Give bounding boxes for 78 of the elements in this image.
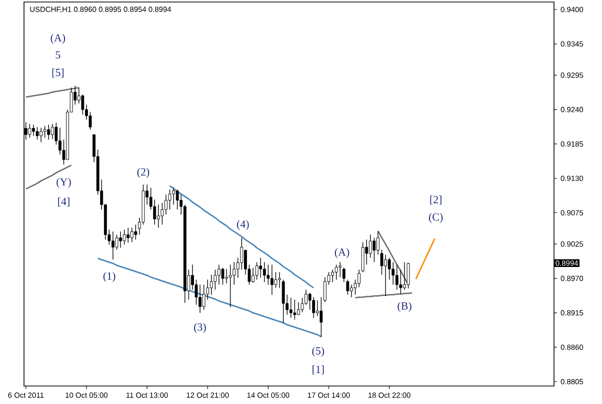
- candlestick: [122, 229, 126, 246]
- candlestick: [338, 262, 342, 278]
- candlestick: [156, 204, 160, 228]
- candlestick: [214, 269, 217, 290]
- annotation: [1]: [312, 365, 324, 374]
- candlestick: [346, 279, 350, 296]
- annotation: (A): [50, 34, 66, 44]
- candlestick: [210, 274, 213, 296]
- candlestick: [388, 257, 391, 280]
- candlestick: [350, 284, 353, 298]
- candlestick: [293, 299, 296, 320]
- annotation: (3): [194, 323, 206, 333]
- candlestick: [126, 227, 130, 244]
- candlestick: [47, 124, 50, 140]
- candlestick: [160, 202, 164, 225]
- candlestick: [395, 264, 398, 290]
- annotation: (B): [398, 302, 412, 312]
- candlestick: [312, 296, 316, 318]
- candlestick: [232, 262, 236, 286]
- annotation: [2]: [430, 196, 442, 205]
- candlestick: [259, 257, 262, 278]
- candlestick: [36, 126, 39, 140]
- candlestick: [274, 272, 278, 288]
- candlestick: [399, 269, 402, 294]
- candlestick: [153, 199, 156, 225]
- candlestick: [324, 276, 326, 303]
- annotation: [5]: [52, 68, 64, 78]
- candlestick: [81, 94, 84, 115]
- candlestick: [270, 264, 274, 296]
- candlestick: [262, 262, 266, 283]
- candlestick: [384, 254, 388, 296]
- candlestick: [32, 124, 35, 136]
- candlestick: [358, 269, 361, 288]
- candlestick: [368, 234, 372, 258]
- annotation: (5): [312, 346, 324, 357]
- candlestick: [252, 267, 255, 284]
- candlestick: [278, 272, 282, 288]
- candlestick: [112, 231, 114, 260]
- candlestick: [225, 268, 228, 284]
- candlestick: [28, 124, 32, 138]
- candlestick: [119, 231, 122, 248]
- annotation: (Y): [56, 178, 71, 188]
- candlestick: [392, 262, 395, 286]
- candlestick: [134, 224, 138, 240]
- candlestick: [403, 262, 406, 290]
- candlestick: [308, 292, 312, 310]
- candlestick: [40, 127, 42, 142]
- candlestick: [198, 284, 202, 314]
- candlestick: [289, 297, 292, 318]
- candlestick: [240, 237, 244, 270]
- annotation: (1): [103, 272, 116, 282]
- annotation: [4]: [58, 198, 70, 207]
- candlestick: [406, 262, 410, 289]
- candlestick: [43, 125, 46, 138]
- candlestick: [334, 264, 338, 280]
- candlestick: [255, 262, 258, 280]
- annotation: (C): [428, 213, 443, 223]
- candlestick: [331, 269, 334, 283]
- candlestick: [130, 227, 134, 243]
- candlestick: [342, 267, 346, 283]
- candlestick: [372, 237, 376, 263]
- candlestick: [282, 279, 285, 324]
- candlestick: [202, 284, 206, 310]
- candlestick: [50, 124, 54, 140]
- annotation: 5: [56, 51, 60, 59]
- candlestick: [221, 267, 224, 286]
- candlestick: [266, 264, 270, 286]
- annotation: (2): [137, 168, 150, 178]
- candlestick: [218, 264, 220, 286]
- candlestick: [176, 189, 179, 210]
- candlestick: [320, 296, 323, 338]
- annotation: (4): [236, 220, 249, 230]
- candlestick: [172, 187, 176, 205]
- candlestick: [164, 194, 168, 215]
- candlestick: [361, 242, 364, 273]
- annotation: (A): [334, 248, 350, 258]
- candlestick: [228, 264, 232, 308]
- candlestick: [297, 302, 300, 316]
